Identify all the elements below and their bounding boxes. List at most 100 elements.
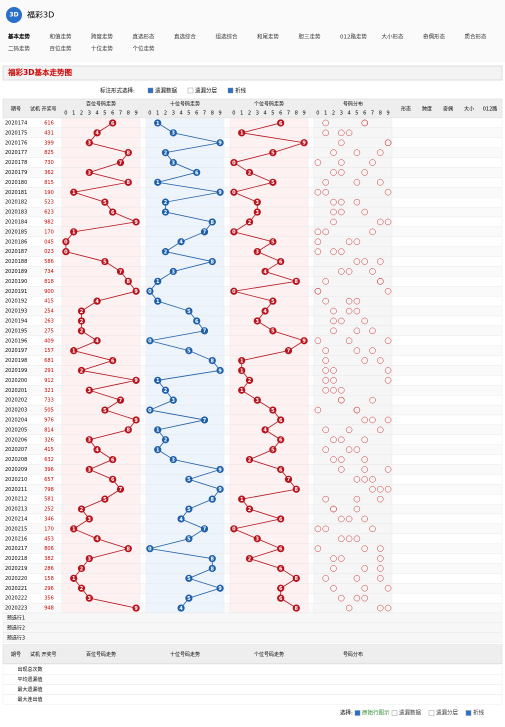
nav-link[interactable]: 直选形态 xyxy=(133,33,156,41)
checkbox[interactable] xyxy=(391,710,398,716)
zone-bg xyxy=(229,593,309,604)
checkbox[interactable] xyxy=(428,710,435,716)
zone-bg xyxy=(145,583,225,594)
digit-ball xyxy=(277,436,285,444)
distribution-ball xyxy=(338,466,345,473)
digit-ball xyxy=(101,406,109,414)
digit-ball xyxy=(277,515,285,523)
digit-header: 7 xyxy=(119,111,122,117)
digit-ball xyxy=(208,564,216,573)
digit-ball xyxy=(132,376,140,384)
digit-ball-label: 2 xyxy=(80,309,84,315)
nav-link[interactable]: 和尾走势 xyxy=(257,33,280,41)
distribution-ball xyxy=(338,535,345,542)
prize-number: 681 xyxy=(44,358,54,364)
digit-ball-label: 0 xyxy=(232,527,236,533)
digit-ball xyxy=(200,416,209,424)
distribution-ball xyxy=(330,248,337,255)
zone-bg xyxy=(61,315,141,327)
digit-ball xyxy=(116,267,125,276)
digit-ball xyxy=(132,218,140,226)
nav-link[interactable]: 十位走势 xyxy=(91,45,114,53)
zone-bg xyxy=(313,236,393,247)
stats-label: 最大连出值 xyxy=(17,696,42,703)
nav-link[interactable]: 大小形态 xyxy=(382,33,405,41)
digit-ball-label: 2 xyxy=(248,220,252,226)
nav-link[interactable]: 百位走势 xyxy=(50,45,73,53)
digit-ball-label: 5 xyxy=(271,447,275,453)
digit-ball-label: 5 xyxy=(271,240,275,246)
checkbox[interactable] xyxy=(147,87,154,94)
prize-number: 326 xyxy=(44,437,54,443)
prize-number: 170 xyxy=(44,229,54,235)
distribution-ball xyxy=(384,416,392,424)
zone-bg xyxy=(313,167,393,178)
digit-ball-label: 4 xyxy=(95,299,99,305)
digit-ball xyxy=(109,455,117,464)
zone-bg xyxy=(229,305,309,317)
digit-ball xyxy=(253,208,261,216)
nav-link[interactable]: 和值走势 xyxy=(50,33,73,41)
nav-link[interactable]: 胆三走势 xyxy=(299,33,322,41)
distribution-ball xyxy=(330,377,337,384)
digit-ball xyxy=(216,485,224,493)
distribution-ball xyxy=(353,594,361,602)
distribution-ball xyxy=(314,288,322,295)
digit-ball xyxy=(277,545,285,553)
digit-ball-label: 5 xyxy=(187,309,191,315)
checkbox[interactable] xyxy=(187,87,194,94)
distribution-ball xyxy=(384,486,392,493)
prize-number: 291 xyxy=(44,368,54,374)
distribution-ball xyxy=(361,357,368,364)
digit-ball-label: 8 xyxy=(295,487,299,493)
digit-ball xyxy=(269,406,277,414)
distribution-ball xyxy=(353,505,361,513)
nav-link[interactable]: 直选综合 xyxy=(174,33,197,41)
digit-ball-label: 7 xyxy=(287,477,291,483)
nav-link[interactable]: 组选综合 xyxy=(216,33,239,41)
zone-bg xyxy=(145,345,225,356)
nav-link[interactable]: 基本走势 xyxy=(7,33,31,41)
prize-number: 523 xyxy=(44,200,54,206)
prize-number: 296 xyxy=(44,586,54,592)
nav-link[interactable]: 奇偶形态 xyxy=(423,33,446,41)
digit-ball xyxy=(292,574,300,582)
distribution-ball xyxy=(377,258,384,265)
zone-bg xyxy=(145,266,225,277)
digit-ball-label: 4 xyxy=(95,537,99,543)
digit-ball xyxy=(238,495,246,503)
digit-ball xyxy=(93,535,101,543)
issue: 2020217 xyxy=(5,546,27,552)
digit-ball xyxy=(200,327,209,335)
prize-number: 505 xyxy=(44,408,54,414)
zone-bg xyxy=(313,127,393,138)
zone-bg xyxy=(313,325,393,336)
digit-ball xyxy=(300,139,308,147)
nav-link[interactable]: 012路走势 xyxy=(340,33,367,41)
digit-ball-label: 0 xyxy=(232,190,236,196)
nav-link[interactable]: 二码走势 xyxy=(8,45,31,53)
zone-bg xyxy=(229,157,309,168)
digit-header: 1 xyxy=(156,111,159,117)
issue: 2020186 xyxy=(5,239,27,245)
issue: 2020220 xyxy=(5,576,27,582)
zone-bg xyxy=(61,335,141,346)
digit-ball-label: 2 xyxy=(164,210,168,216)
zone-bg xyxy=(61,414,141,426)
checkbox[interactable] xyxy=(465,710,472,716)
distribution-ball xyxy=(314,406,322,414)
digit-ball-label: 9 xyxy=(134,220,138,226)
distribution-ball xyxy=(338,396,345,404)
checkbox[interactable] xyxy=(354,710,361,716)
logo-mark: 3D xyxy=(9,12,18,19)
nav-link[interactable]: 质合形态 xyxy=(465,33,488,41)
nav-link[interactable]: 跨度走势 xyxy=(91,33,114,41)
distribution-ball xyxy=(345,446,353,453)
nav-link[interactable]: 个位走势 xyxy=(133,45,156,53)
distribution-ball xyxy=(384,189,392,196)
checkbox[interactable] xyxy=(227,87,234,94)
digit-ball xyxy=(245,505,254,513)
digit-ball-label: 2 xyxy=(248,457,252,463)
zone-bg xyxy=(229,335,309,346)
digit-ball xyxy=(77,307,86,315)
